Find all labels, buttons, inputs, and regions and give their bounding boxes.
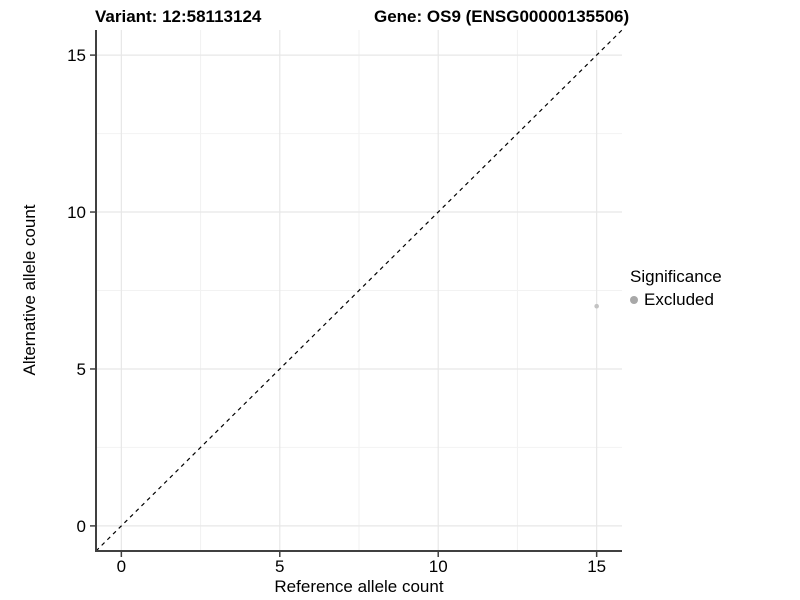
- variant-title: Variant: 12:58113124: [95, 7, 262, 26]
- data-point: [594, 303, 599, 309]
- x-axis-title: Reference allele count: [274, 577, 444, 596]
- gene-title: Gene: OS9 (ENSG00000135506): [374, 7, 630, 26]
- x-tick-label: 10: [429, 557, 448, 576]
- legend-entry-excluded: Excluded: [630, 290, 722, 309]
- y-tick-label: 15: [67, 46, 86, 65]
- y-tick-label: 10: [67, 203, 86, 222]
- y-tick-label: 0: [77, 517, 86, 536]
- legend-title: Significance: [630, 267, 722, 286]
- legend: Significance Excluded: [630, 267, 722, 309]
- y-tick-label: 5: [77, 360, 86, 379]
- x-tick-label: 0: [117, 557, 126, 576]
- x-tick-label: 15: [587, 557, 606, 576]
- identity-reference-line: [95, 29, 623, 552]
- excluded-marker-icon: [630, 295, 638, 304]
- legend-entry-label: Excluded: [644, 290, 714, 309]
- y-axis-title: Alternative allele count: [20, 204, 39, 376]
- x-tick-label: 5: [275, 557, 284, 576]
